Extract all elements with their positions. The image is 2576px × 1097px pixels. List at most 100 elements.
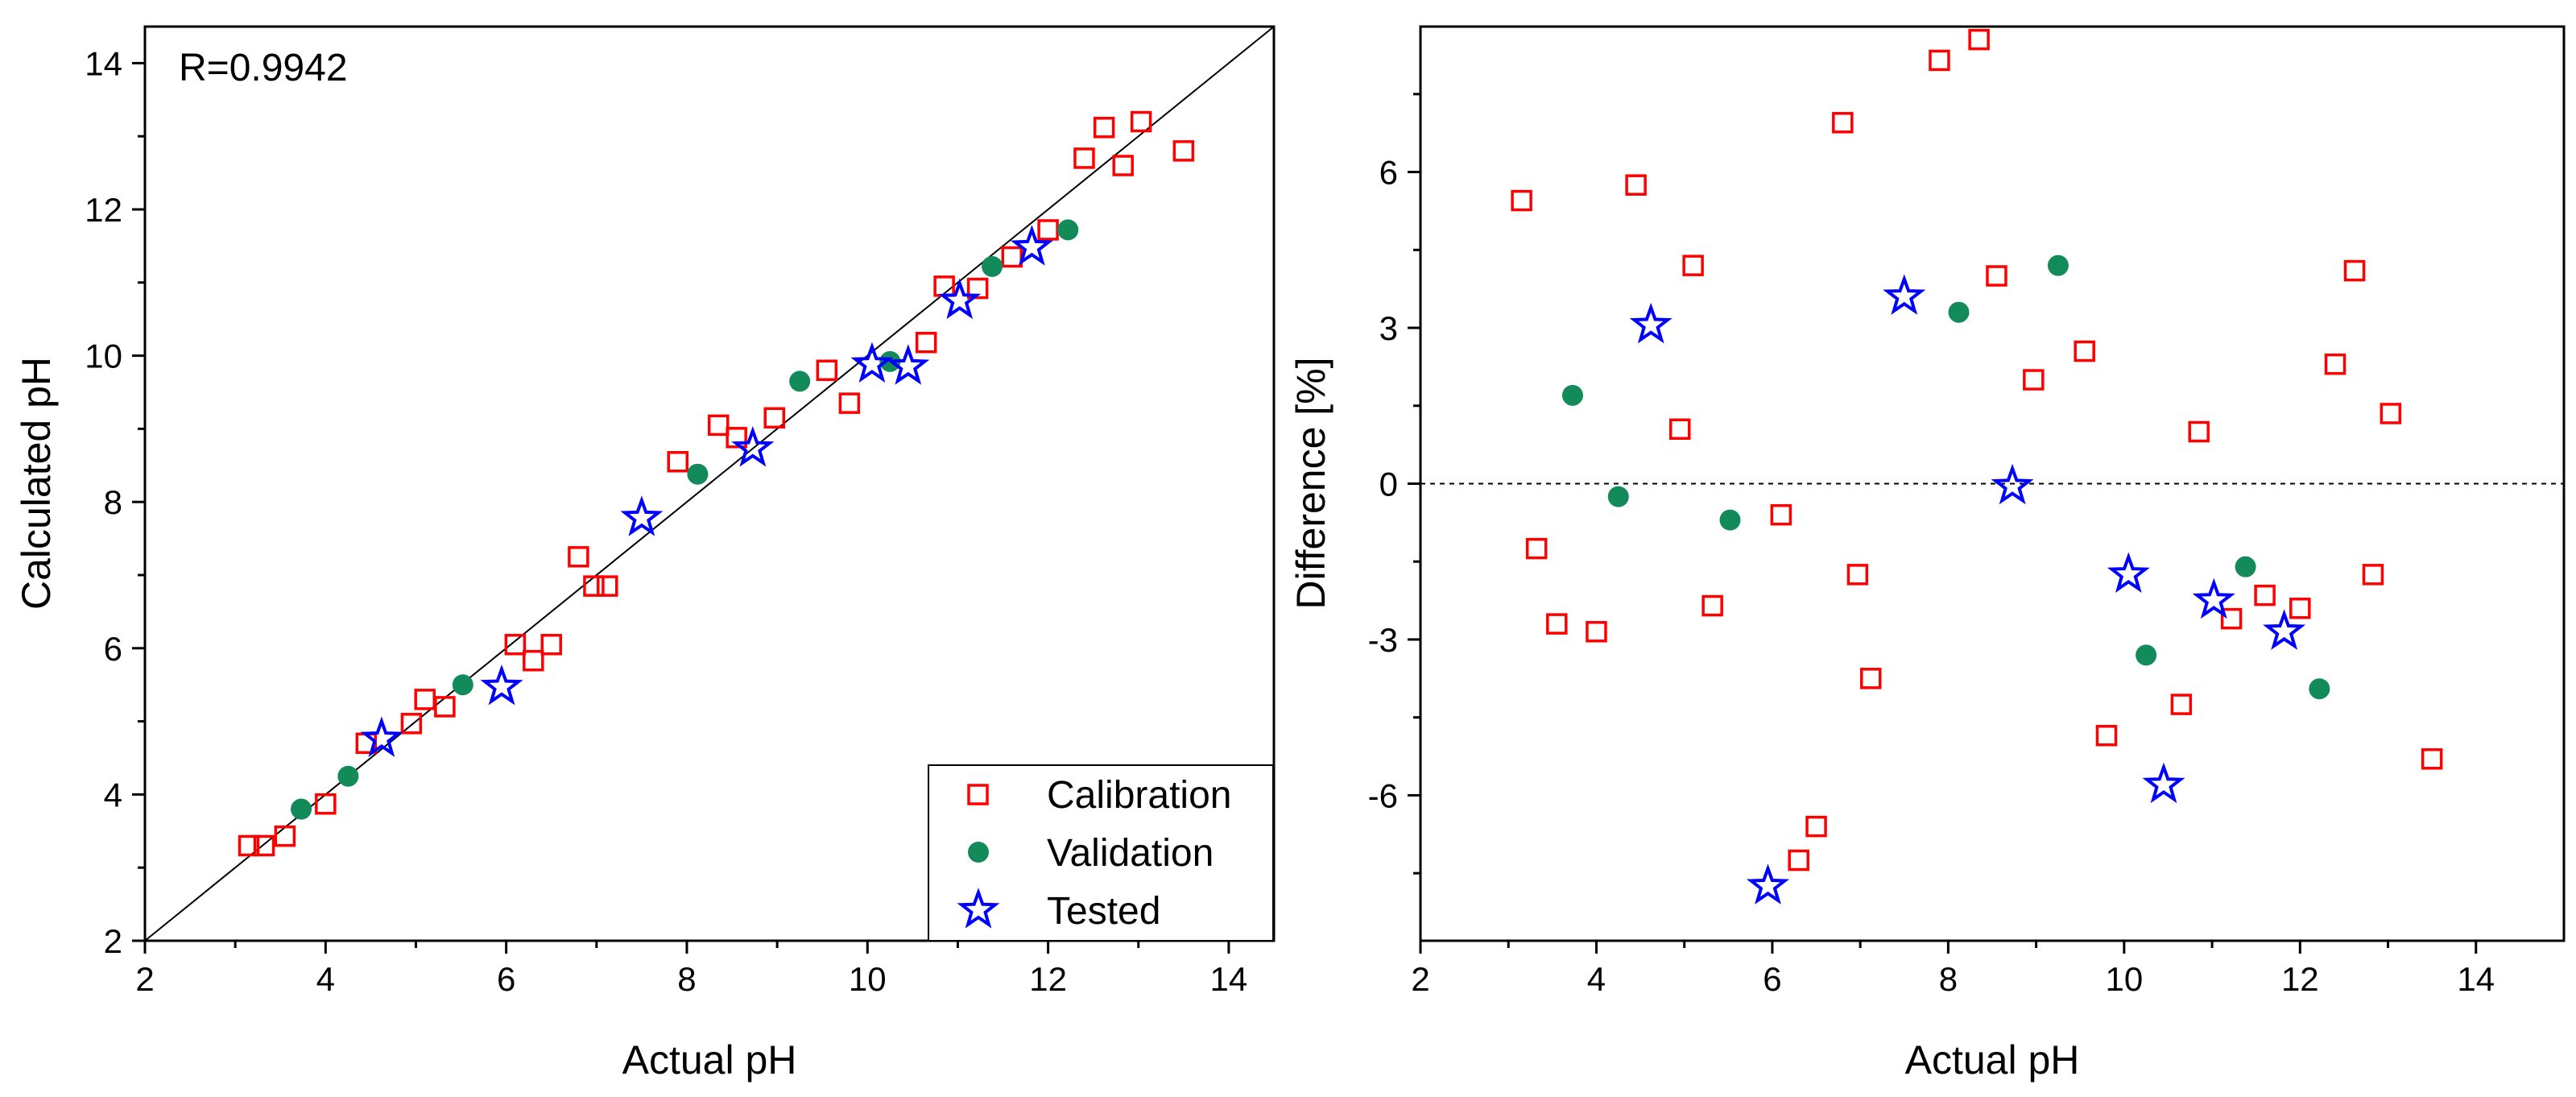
calibration-point (2220, 607, 2243, 630)
calibration-point (2324, 353, 2347, 375)
calibration-point (1093, 117, 1115, 139)
left-identity-line (144, 26, 1275, 942)
calibration-point (2254, 584, 2276, 606)
calibration-point (838, 392, 861, 414)
validation-point (789, 370, 811, 392)
calibration-point (1682, 255, 1704, 276)
left-y-axis-title: Calculated pH (14, 357, 59, 610)
validation-point (291, 798, 312, 820)
validation-point (2235, 556, 2256, 577)
calibration-point (915, 332, 937, 354)
x-tick-label: 10 (2105, 960, 2143, 998)
calibration-point (400, 713, 423, 735)
tested-point (2192, 577, 2235, 619)
calibration-point (2188, 420, 2210, 443)
y-tick-label: 14 (85, 44, 122, 82)
validation-point (1719, 509, 1741, 531)
calibration-point (238, 834, 260, 857)
y-tick-label: -6 (1368, 776, 1398, 814)
legend-calibration-marker (967, 784, 989, 805)
validation-point (2309, 678, 2330, 700)
calibration-point (2023, 369, 2045, 391)
legend-item-validation: Validation (968, 832, 1214, 875)
right-points (1511, 28, 2443, 905)
y-tick-label: -3 (1368, 621, 1398, 659)
calibration-point (1172, 140, 1195, 162)
y-tick-label: 8 (104, 483, 122, 521)
left-plot-frame (143, 25, 1276, 942)
calibration-point (2362, 564, 2384, 586)
calibration-point (1860, 668, 1882, 689)
validation-point (1057, 219, 1079, 241)
calibration-point (2095, 725, 2118, 747)
calibration-point (1770, 503, 1792, 526)
tested-point (1991, 463, 2034, 505)
x-tick-label: 12 (1029, 960, 1067, 998)
legend-validation-label: Validation (1047, 832, 1214, 875)
calibration-point (504, 634, 527, 656)
calibration-point (1846, 564, 1869, 586)
legend-calibration-label: Calibration (1047, 774, 1231, 817)
tested-point (2142, 762, 2185, 804)
y-tick-label: 10 (85, 337, 122, 375)
calibration-point (726, 427, 747, 449)
tested-point (731, 426, 775, 467)
calibration-point (414, 689, 436, 710)
tested-point (480, 664, 523, 706)
calibration-point (816, 359, 838, 382)
x-tick-label: 8 (1939, 960, 1958, 998)
validation-point (337, 765, 359, 787)
legend-tested-marker (957, 888, 1000, 929)
calibration-point (707, 414, 730, 437)
calibration-point (597, 575, 618, 597)
validation-point (1948, 301, 1970, 323)
calibration-point (583, 575, 605, 597)
calibration-point (1586, 621, 1607, 643)
calibration-point (966, 277, 989, 300)
calibration-point (2380, 403, 2402, 424)
calibration-point (434, 696, 456, 718)
calibration-point (1929, 49, 1950, 72)
y-tick-label: 12 (85, 191, 122, 229)
x-tick-label: 6 (497, 960, 515, 998)
legend-tested-label: Tested (1047, 890, 1160, 933)
calibration-point (1525, 537, 1548, 560)
x-tick-label: 12 (2281, 960, 2319, 998)
calibration-point (667, 451, 688, 473)
calibration-point (274, 825, 296, 847)
tested-point (2263, 609, 2306, 650)
y-tick-label: 6 (104, 630, 122, 668)
right-chart: 2 4 6 8 10 12 14 -6 -3 0 3 6 Actual pH Difference [… (1288, 25, 2566, 1083)
calibration-point (2421, 748, 2443, 770)
legend-validation-marker (968, 842, 989, 863)
validation-point (982, 255, 1003, 277)
x-tick-label: 2 (1411, 960, 1429, 998)
x-tick-label: 10 (849, 960, 887, 998)
x-tick-label: 8 (677, 960, 696, 998)
calibration-point (315, 793, 337, 815)
y-tick-label: 6 (1379, 154, 1398, 192)
calibration-point (763, 407, 786, 429)
calibration-point (1546, 613, 1568, 635)
x-tick-label: 6 (1763, 960, 1781, 998)
x-tick-label: 14 (1210, 960, 1248, 998)
validation-point (1561, 384, 1583, 406)
calibration-point (568, 546, 589, 568)
legend-item-tested: Tested (957, 888, 1160, 933)
calibration-point (2289, 598, 2311, 619)
tested-point (850, 342, 894, 383)
right-x-axis-title: Actual pH (1905, 1037, 2080, 1083)
calibration-point (1805, 815, 1827, 838)
legend-item-calibration: Calibration (967, 774, 1231, 817)
x-tick-label: 2 (135, 960, 154, 998)
validation-point (2136, 644, 2157, 666)
left-correlation-annotation: R=0.9942 (179, 47, 348, 89)
calibration-point (1668, 418, 1691, 441)
calibration-point (1511, 189, 1532, 212)
tested-point (1883, 274, 1926, 315)
validation-point (1607, 486, 1629, 507)
calibration-point (1001, 246, 1023, 268)
tested-point (938, 278, 982, 320)
